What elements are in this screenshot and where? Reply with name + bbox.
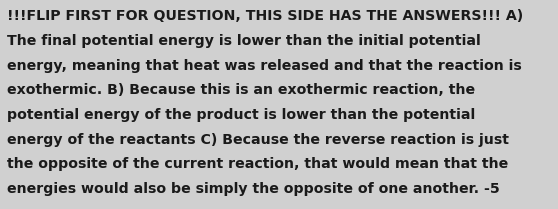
Text: exothermic. B) Because this is an exothermic reaction, the: exothermic. B) Because this is an exothe… <box>7 83 475 97</box>
Text: energy, meaning that heat was released and that the reaction is: energy, meaning that heat was released a… <box>7 59 522 73</box>
Text: The final potential energy is lower than the initial potential: The final potential energy is lower than… <box>7 34 481 48</box>
Text: energy of the reactants C) Because the reverse reaction is just: energy of the reactants C) Because the r… <box>7 133 509 147</box>
Text: energies would also be simply the opposite of one another. -5: energies would also be simply the opposi… <box>7 182 500 196</box>
Text: potential energy of the product is lower than the potential: potential energy of the product is lower… <box>7 108 475 122</box>
Text: !!!FLIP FIRST FOR QUESTION, THIS SIDE HAS THE ANSWERS!!! A): !!!FLIP FIRST FOR QUESTION, THIS SIDE HA… <box>7 9 523 23</box>
Text: the opposite of the current reaction, that would mean that the: the opposite of the current reaction, th… <box>7 157 508 171</box>
